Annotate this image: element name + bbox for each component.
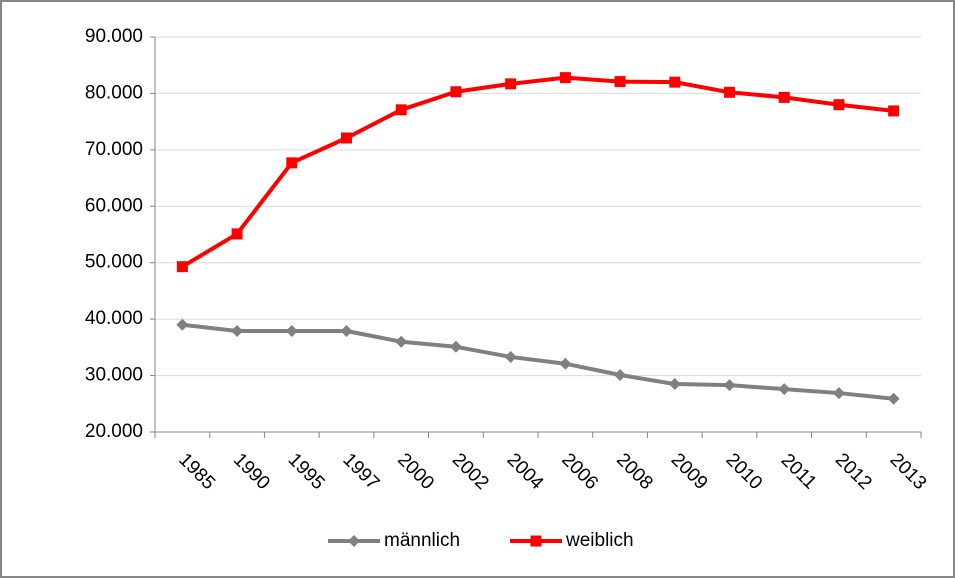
point bbox=[559, 357, 572, 370]
point bbox=[614, 369, 627, 382]
point bbox=[449, 340, 462, 353]
point bbox=[285, 324, 298, 337]
point bbox=[341, 132, 352, 144]
point bbox=[504, 350, 517, 363]
point bbox=[833, 99, 845, 111]
y-tick-label: 40.000 bbox=[85, 308, 143, 329]
series-line bbox=[182, 322, 894, 401]
point bbox=[778, 383, 791, 396]
point bbox=[888, 105, 900, 117]
point bbox=[832, 387, 845, 400]
point bbox=[231, 324, 244, 337]
point bbox=[231, 228, 243, 240]
y-tick-label: 30.000 bbox=[85, 365, 143, 386]
legend-marker bbox=[348, 535, 360, 547]
y-tick-label: 60.000 bbox=[85, 195, 143, 216]
y-tick-label: 80.000 bbox=[85, 82, 143, 103]
legend-label: männlich bbox=[384, 530, 460, 551]
point bbox=[724, 86, 735, 98]
point bbox=[887, 392, 900, 405]
point bbox=[669, 76, 681, 88]
point bbox=[723, 379, 736, 392]
legend-marker bbox=[530, 535, 542, 547]
point bbox=[176, 261, 188, 273]
legend-label: weiblich bbox=[565, 530, 634, 551]
point bbox=[340, 324, 353, 337]
y-tick-label: 70.000 bbox=[85, 139, 143, 160]
y-tick-label: 20.000 bbox=[85, 421, 143, 442]
point bbox=[395, 335, 408, 348]
point bbox=[668, 378, 681, 391]
point bbox=[614, 76, 626, 88]
y-tick-label: 50.000 bbox=[85, 252, 143, 273]
point bbox=[286, 157, 298, 169]
point bbox=[176, 318, 189, 331]
point bbox=[395, 104, 407, 116]
point bbox=[450, 86, 462, 98]
y-tick-label: 90.000 bbox=[85, 26, 143, 47]
series-line bbox=[181, 75, 894, 269]
point bbox=[559, 72, 571, 84]
point bbox=[505, 78, 517, 90]
point bbox=[778, 91, 790, 103]
